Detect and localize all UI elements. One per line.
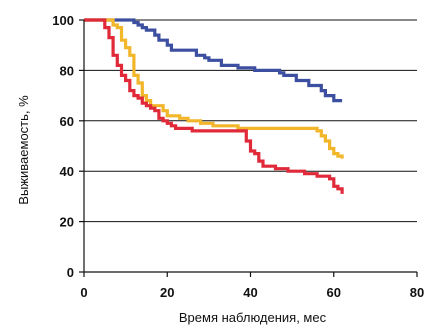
x-tick-label-80: 80 — [410, 285, 424, 300]
y-tick-label-40: 40 — [60, 164, 74, 179]
axis-layer: 0 20 40 60 80 100 0 20 40 60 80 — [52, 13, 424, 300]
series-layer — [84, 18, 344, 194]
x-tick-label-0: 0 — [80, 285, 87, 300]
y-tick-label-60: 60 — [60, 114, 74, 129]
x-axis-title: Время наблюдения, мес — [179, 310, 327, 325]
series-line-1 — [84, 18, 343, 103]
x-tick-label-40: 40 — [243, 285, 257, 300]
y-tick-label-20: 20 — [60, 215, 74, 230]
y-tick-label-0: 0 — [67, 265, 74, 280]
y-axis-title: Выживаемость, % — [16, 95, 31, 205]
series-line-2 — [84, 18, 344, 159]
x-tick-label-20: 20 — [160, 285, 174, 300]
x-tick-label-60: 60 — [327, 285, 341, 300]
grid-layer — [84, 19, 417, 223]
series-line-3 — [84, 18, 344, 194]
y-tick-label-80: 80 — [60, 63, 74, 78]
y-tick-label-100: 100 — [52, 13, 74, 28]
